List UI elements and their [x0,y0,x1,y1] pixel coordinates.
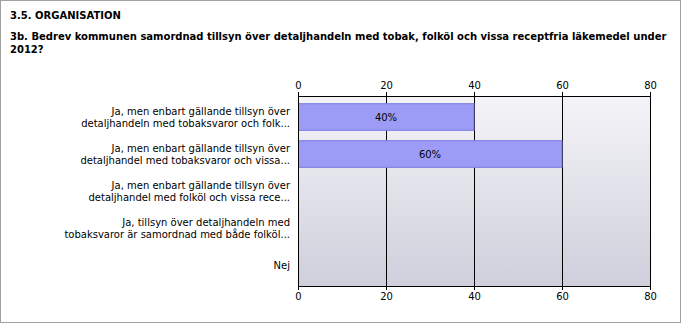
category-label: Nej [274,260,290,271]
tick-mark [562,92,563,96]
tick: 20 [380,80,393,96]
tick: 0 [295,286,301,302]
category-label-line: Ja, men enbart gällande tillsyn över [111,106,291,117]
category-label: Ja, men enbart gällande tillsyn överdeta… [81,106,291,129]
tick-mark [386,286,387,290]
category-label: Ja, tillsyn över detaljhandeln medtobaks… [64,217,290,240]
chart: 3.5. ORGANISATION 3b. Bedrev kommunen sam… [0,0,681,323]
tick-label: 40 [468,80,481,91]
grid-line [298,96,299,286]
axis-line [298,96,299,286]
grid-line [650,96,651,286]
title: 3.5. ORGANISATION [10,10,121,21]
tick-label: 0 [295,80,301,91]
tick-mark [386,92,387,96]
tick: 40 [468,80,481,96]
bar [298,141,562,168]
data-label: 60% [419,149,441,160]
tick-label: 0 [295,291,301,302]
tick-label: 40 [468,291,481,302]
tick-mark [650,92,651,96]
category-label-line: tobaksvaror är samordnad med både folköl… [64,228,290,240]
tick-mark [298,92,299,96]
category-label-line: detaljhandeln med tobaksvaror och folk..… [81,118,290,129]
tick-mark [474,92,475,96]
tick: 60 [556,80,569,96]
axis-line [299,96,651,97]
subtitle: 3b. Bedrev kommunen samordnad tillsyn öv… [10,31,666,55]
category-label: Ja, men enbart gällande tillsyn överdeta… [80,143,290,166]
frame [1,1,681,323]
subtitle-line: 2012? [10,44,44,55]
tick: 0 [295,80,301,96]
category-label-line: Ja, tillsyn över detaljhandeln med [121,217,290,228]
bar [298,104,474,131]
tick-mark [650,286,651,290]
tick-label: 80 [644,80,657,91]
axis: 0 20 40 60 80 [295,286,657,302]
axis: 0 20 40 60 80 [295,80,657,97]
tick-mark [562,286,563,290]
category-label: Ja, men enbart gällande tillsyn överdeta… [89,180,291,203]
tick: 80 [644,80,657,96]
category-label-line: detaljhandel med tobaksvaror och vissa..… [80,155,290,166]
category-label-line: Nej [274,260,290,271]
subtitle-line: 3b. Bedrev kommunen samordnad tillsyn öv… [10,31,666,42]
tick-label: 60 [556,80,569,91]
grid-line [562,96,563,286]
category-label-line: detaljhandel med folköl och vissa rece..… [89,192,291,203]
tick: 20 [380,286,393,302]
tick: 40 [468,286,481,302]
tick-label: 20 [380,291,393,302]
plot-background [298,96,650,286]
tick: 80 [644,286,657,302]
category-labels: Ja, men enbart gällande tillsyn överdeta… [64,106,291,271]
category-label-line: Ja, men enbart gällande tillsyn över [111,143,291,154]
category-label-line: Ja, men enbart gällande tillsyn över [111,180,291,191]
tick: 60 [556,286,569,302]
bars [298,104,562,168]
tick-label: 80 [644,291,657,302]
tick-label: 60 [556,291,569,302]
tick-label: 20 [380,80,393,91]
tick-mark [298,286,299,290]
axis-line [650,96,651,286]
data-label: 40% [375,112,397,123]
tick-mark [474,286,475,290]
